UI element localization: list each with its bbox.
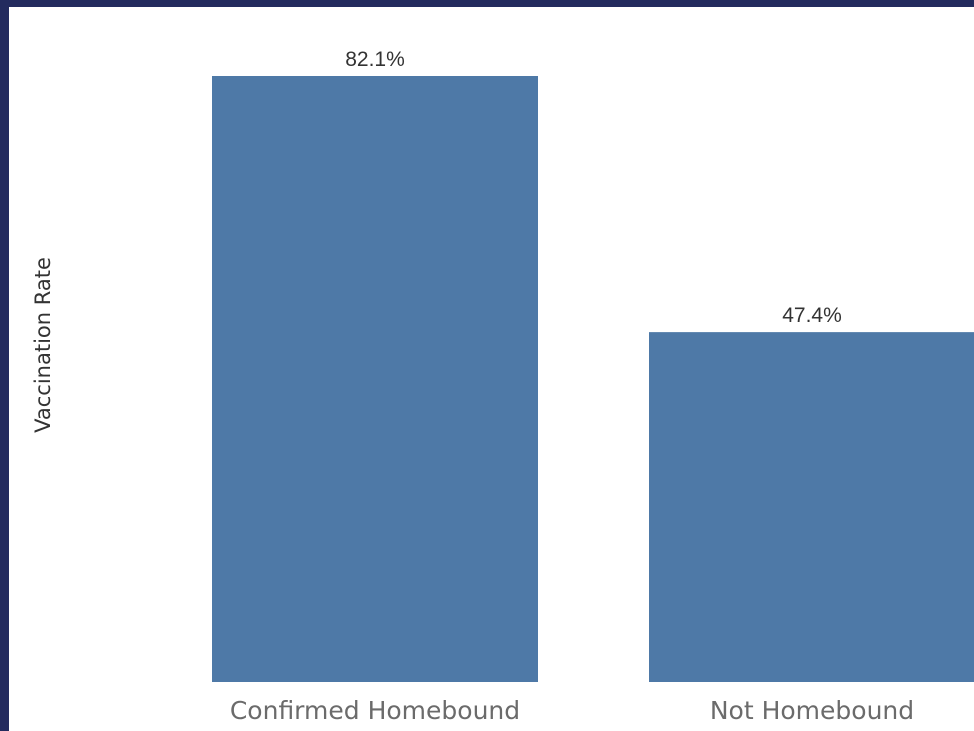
bar-not-homebound[interactable]	[649, 332, 974, 682]
category-label-not-homebound: Not Homebound	[710, 696, 914, 725]
data-label-not-homebound: 47.4%	[782, 304, 842, 327]
data-label-confirmed-homebound: 82.1%	[345, 48, 405, 71]
bars-group: 82.1% Confirmed Homebound 47.4% Not Homebou…	[212, 48, 974, 725]
bar-confirmed-homebound[interactable]	[212, 76, 538, 682]
y-axis-label: Vaccination Rate	[31, 257, 55, 433]
category-label-confirmed-homebound: Confirmed Homebound	[230, 696, 520, 725]
